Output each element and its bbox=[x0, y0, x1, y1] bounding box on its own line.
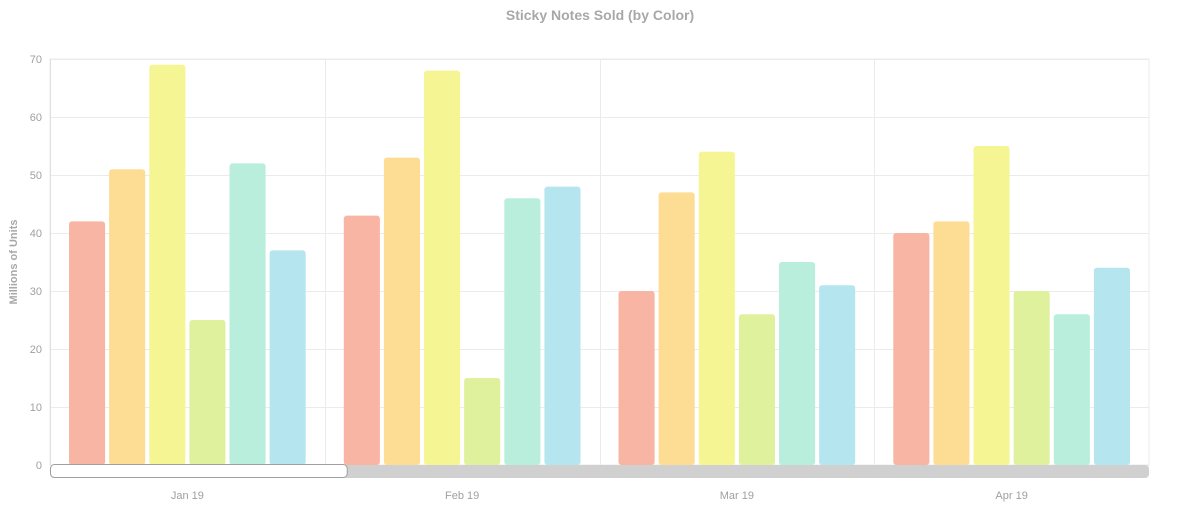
x-tick-label: Mar 19 bbox=[720, 490, 754, 502]
y-tick-label: 70 bbox=[30, 54, 42, 66]
bar[interactable] bbox=[738, 314, 775, 465]
horizontal-scrollbar[interactable] bbox=[50, 464, 1149, 479]
bar[interactable] bbox=[779, 262, 816, 465]
bar[interactable] bbox=[464, 378, 501, 465]
chart-title: Sticky Notes Sold (by Color) bbox=[506, 7, 694, 23]
scrollbar-thumb[interactable] bbox=[50, 464, 348, 478]
bar[interactable] bbox=[819, 285, 856, 465]
bar[interactable] bbox=[504, 198, 541, 465]
y-tick-label: 50 bbox=[30, 170, 42, 182]
bar[interactable] bbox=[698, 151, 735, 466]
bar[interactable] bbox=[658, 192, 695, 465]
y-tick-label: 20 bbox=[30, 344, 42, 356]
bar[interactable] bbox=[149, 64, 186, 466]
bar[interactable] bbox=[1013, 291, 1050, 465]
bars bbox=[69, 64, 1130, 466]
y-tick-label: 0 bbox=[36, 460, 42, 472]
y-axis-ticks: 0 10 20 30 40 50 60 70 bbox=[30, 54, 42, 472]
bar[interactable] bbox=[383, 157, 420, 465]
bar[interactable] bbox=[229, 163, 266, 465]
bar[interactable] bbox=[1053, 314, 1090, 465]
x-tick-label: Apr 19 bbox=[995, 490, 1027, 502]
y-tick-label: 30 bbox=[30, 286, 42, 298]
bar[interactable] bbox=[424, 70, 461, 465]
bar[interactable] bbox=[618, 291, 655, 465]
bar[interactable] bbox=[343, 215, 380, 465]
bar[interactable] bbox=[544, 186, 581, 465]
bar[interactable] bbox=[893, 233, 930, 465]
x-tick-label: Jan 19 bbox=[171, 490, 204, 502]
bar[interactable] bbox=[189, 320, 226, 465]
x-tick-label: Feb 19 bbox=[445, 490, 479, 502]
bar[interactable] bbox=[933, 221, 970, 465]
bar[interactable] bbox=[69, 221, 106, 465]
bar[interactable] bbox=[109, 169, 146, 465]
bar[interactable] bbox=[1093, 267, 1130, 465]
x-axis-ticks: Jan 19 Feb 19 Mar 19 Apr 19 bbox=[171, 490, 1028, 502]
y-tick-label: 40 bbox=[30, 228, 42, 240]
bar[interactable] bbox=[269, 250, 306, 465]
y-axis-title: Millions of Units bbox=[8, 220, 20, 305]
bar[interactable] bbox=[973, 146, 1010, 465]
y-tick-label: 10 bbox=[30, 402, 42, 414]
y-tick-label: 60 bbox=[30, 112, 42, 124]
